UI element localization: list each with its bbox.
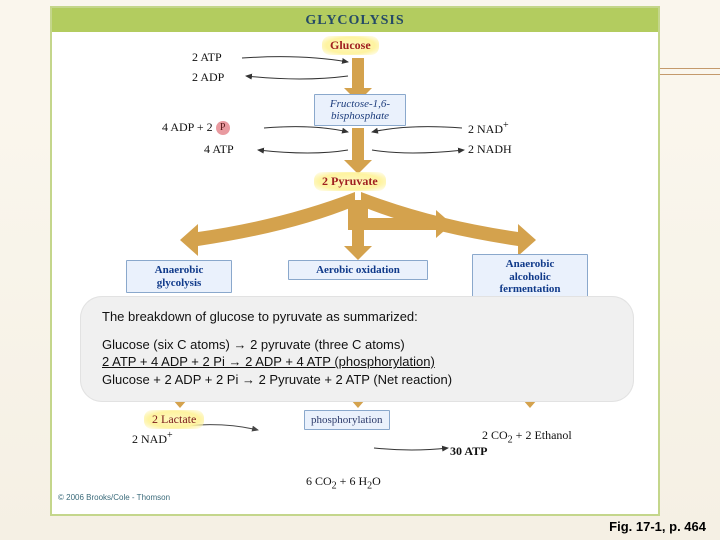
label-2adp-out: 2 ADP bbox=[192, 70, 224, 85]
box-right-l3: fermentation bbox=[499, 283, 560, 295]
label-2nad: 2 NAD+ bbox=[468, 120, 509, 137]
figure-header: GLYCOLYSIS bbox=[52, 8, 658, 32]
label-bottom-2nad-s: + bbox=[167, 430, 173, 441]
node-fructose: Fructose-1,6- bisphosphate bbox=[314, 94, 406, 126]
box-mid-l1: Aerobic bbox=[316, 264, 353, 276]
summary-callout: The breakdown of glucose to pyruvate as … bbox=[80, 296, 634, 402]
vb-a: 6 CO bbox=[306, 474, 332, 488]
box-left-l1: Anaerobic bbox=[155, 264, 204, 276]
copyright-text: © 2006 Brooks/Cole - Thomson bbox=[58, 493, 170, 502]
label-2lactate: 2 Lactate bbox=[144, 410, 204, 429]
callout-line-3-u: 2 ATP + 4 ADP + 2 Pi → 2 ADP + 4 ATP (ph… bbox=[102, 354, 435, 369]
callout-line-3: 2 ATP + 4 ADP + 2 Pi → 2 ADP + 4 ATP (ph… bbox=[102, 353, 612, 371]
label-glucose: Glucose bbox=[322, 36, 379, 55]
node-glucose: Glucose bbox=[322, 36, 379, 55]
label-co2eth-b: + 2 Ethanol bbox=[513, 428, 572, 442]
box-anaerobic-fermentation: Anaerobic alcoholic fermentation bbox=[472, 254, 588, 300]
label-30atp: 30 ATP bbox=[450, 444, 487, 459]
diagram-area: Glucose Fructose-1,6- bisphosphate 2 Pyr… bbox=[52, 32, 658, 506]
callout-line-1: The breakdown of glucose to pyruvate as … bbox=[102, 308, 612, 326]
figure-card: GLYCOLYSIS bbox=[50, 6, 660, 516]
label-2nadh: 2 NADH bbox=[468, 142, 512, 157]
vb-c: O bbox=[372, 474, 381, 488]
box-mid-l2: oxidation bbox=[356, 264, 400, 276]
node-2lactate: 2 Lactate bbox=[144, 410, 204, 429]
label-2atp-in: 2 ATP bbox=[192, 50, 222, 65]
label-4atp-out: 4 ATP bbox=[204, 142, 234, 157]
label-bottom-2nad: 2 NAD+ bbox=[132, 430, 173, 447]
figure-caption: Fig. 17-1, p. 464 bbox=[609, 519, 706, 534]
label-bottom-2nad-t: 2 NAD bbox=[132, 432, 167, 446]
label-2co2-2ethanol: 2 CO2 + 2 Ethanol bbox=[482, 428, 572, 445]
box-phosphorylation-peek: phosphorylation bbox=[304, 410, 390, 430]
figure-title: GLYCOLYSIS bbox=[305, 13, 404, 28]
node-2pyruvate: 2 Pyruvate bbox=[314, 172, 386, 191]
callout-line-2: Glucose (six C atoms) → 2 pyruvate (thre… bbox=[102, 336, 612, 354]
label-6co2-6h2o: 6 CO2 + 6 H2O bbox=[306, 474, 381, 491]
box-left-l2: glycolysis bbox=[157, 277, 202, 289]
label-co2eth-a: 2 CO bbox=[482, 428, 508, 442]
label-2nad-text: 2 NAD bbox=[468, 122, 503, 136]
label-2pyruvate: 2 Pyruvate bbox=[314, 172, 386, 191]
phosphate-icon: P bbox=[216, 121, 230, 135]
box-right-l1: Anaerobic bbox=[506, 258, 555, 270]
vb-b: + 6 H bbox=[337, 474, 367, 488]
box-anaerobic-glycolysis: Anaerobic glycolysis bbox=[126, 260, 232, 293]
label-fructose-l1: Fructose-1,6- bbox=[330, 98, 390, 110]
box-right-l2: alcoholic bbox=[509, 271, 551, 283]
callout-line-4: Glucose + 2 ADP + 2 Pi → 2 Pyruvate + 2 … bbox=[102, 371, 612, 389]
label-fructose-l2: bisphosphate bbox=[331, 110, 389, 122]
label-4adp-text: 4 ADP + 2 bbox=[162, 120, 213, 134]
label-4adp-2p: 4 ADP + 2 P bbox=[162, 120, 230, 135]
label-2nad-sup: + bbox=[503, 120, 509, 131]
box-aerobic-oxidation: Aerobic oxidation bbox=[288, 260, 428, 280]
